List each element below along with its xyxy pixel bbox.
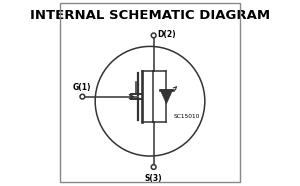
- Text: G(1): G(1): [72, 83, 91, 92]
- Text: SC15010: SC15010: [174, 114, 200, 119]
- Circle shape: [151, 33, 156, 38]
- Text: S(3): S(3): [145, 174, 163, 183]
- Circle shape: [80, 94, 85, 99]
- Text: INTERNAL SCHEMATIC DIAGRAM: INTERNAL SCHEMATIC DIAGRAM: [30, 9, 270, 22]
- Polygon shape: [160, 89, 173, 104]
- Text: D(2): D(2): [157, 30, 176, 39]
- Circle shape: [151, 165, 156, 169]
